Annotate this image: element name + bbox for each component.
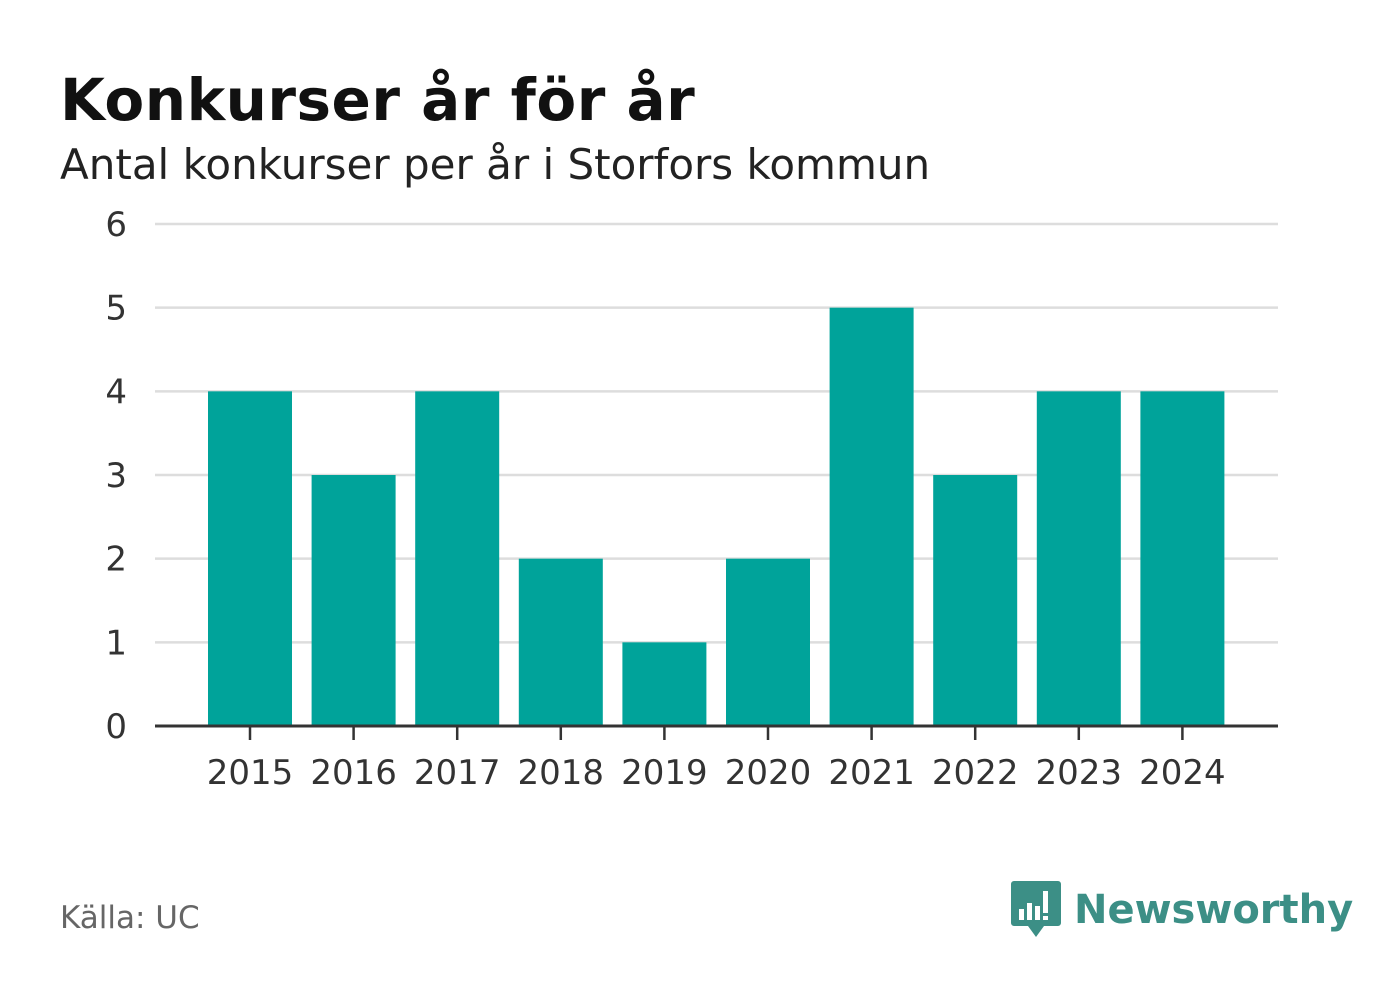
bar bbox=[311, 475, 396, 726]
x-tick-label: 2023 bbox=[1036, 753, 1123, 793]
bars bbox=[208, 307, 1225, 726]
bar bbox=[829, 307, 914, 726]
x-tick-label: 2020 bbox=[725, 753, 812, 793]
bar bbox=[622, 642, 707, 726]
y-tick-label: 6 bbox=[105, 205, 127, 245]
chart-subtitle: Antal konkurser per år i Storfors kommun bbox=[60, 140, 931, 189]
bar bbox=[726, 558, 810, 726]
bar bbox=[208, 391, 292, 726]
x-tick-label: 2018 bbox=[518, 753, 605, 793]
x-tick-label: 2016 bbox=[310, 753, 397, 793]
bar bbox=[933, 475, 1018, 726]
bar bbox=[1140, 391, 1225, 726]
newsworthy-logo: Newsworthy bbox=[1010, 878, 1353, 942]
x-tick-label: 2019 bbox=[621, 753, 708, 793]
x-tick-label: 2017 bbox=[414, 753, 501, 793]
source-note: Källa: UC bbox=[60, 900, 200, 936]
bar bbox=[415, 391, 500, 726]
bar bbox=[518, 558, 603, 726]
y-tick-label: 2 bbox=[105, 540, 127, 580]
y-tick-label: 3 bbox=[105, 456, 127, 496]
y-tick-label: 5 bbox=[105, 289, 127, 329]
y-tick-labels: 0 1 2 3 4 5 6 bbox=[105, 205, 127, 747]
x-tick-labels: 2015 2016 2017 2018 2019 2020 2021 2022 2023 2024 bbox=[207, 753, 1226, 793]
y-tick-label: 1 bbox=[105, 623, 127, 663]
brand-name: Newsworthy bbox=[1074, 887, 1354, 933]
x-tick-label: 2021 bbox=[828, 753, 915, 793]
x-ticks bbox=[248, 726, 1184, 740]
y-tick-label: 0 bbox=[105, 707, 127, 747]
bar bbox=[1036, 391, 1121, 726]
x-tick-label: 2015 bbox=[207, 753, 294, 793]
bar-chart-speech-bubble-icon bbox=[1011, 881, 1061, 937]
x-tick-label: 2024 bbox=[1139, 753, 1226, 793]
chart-title: Konkurser år för år bbox=[60, 66, 696, 134]
x-tick-label: 2022 bbox=[932, 753, 1019, 793]
y-tick-label: 4 bbox=[105, 372, 127, 412]
